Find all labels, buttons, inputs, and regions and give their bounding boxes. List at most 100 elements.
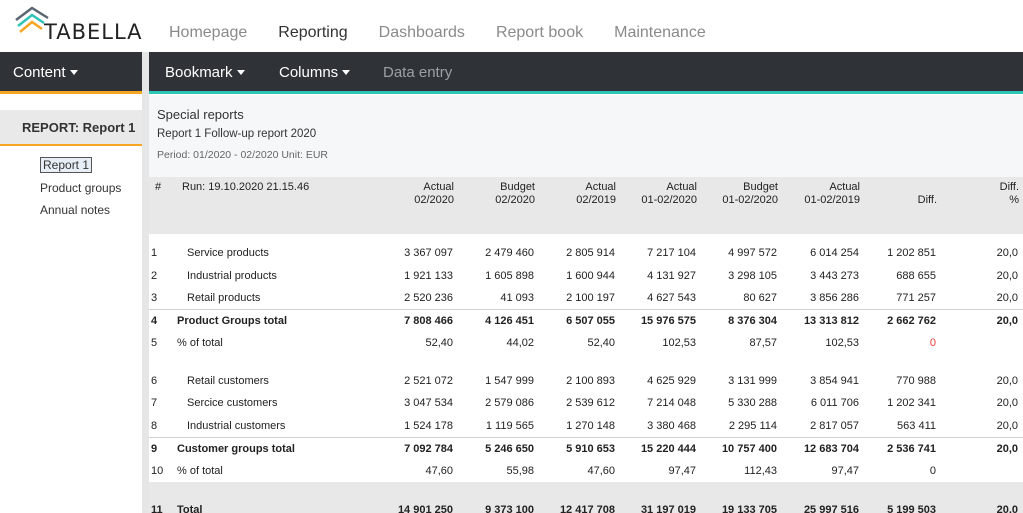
chevron-down-icon	[69, 69, 78, 75]
cell-value: 55,98	[506, 464, 534, 477]
row-index: 2	[151, 269, 158, 282]
content-menu-button[interactable]: Content	[13, 64, 78, 81]
table-row[interactable]: 4 Product Groups total 7 808 466 4 126 451 6…	[149, 309, 1023, 332]
cell-value	[941, 332, 1023, 355]
cell-value: 44,02	[506, 337, 534, 350]
cell-value: 2 579 086	[485, 397, 534, 410]
cell-value: 4 126 451	[458, 309, 539, 332]
cell-value: 0	[929, 464, 936, 477]
header-col[interactable]: Budget 01-02/2020	[701, 177, 782, 234]
cell-value: 102,53	[662, 337, 696, 350]
columns-menu-button[interactable]: Columns	[279, 64, 351, 81]
link-report-1[interactable]: Report 1	[40, 157, 121, 181]
cell-value: 688 655	[896, 269, 936, 282]
cell-value: 2 539 612	[566, 397, 615, 410]
cell-value: 3 380 468	[647, 419, 696, 432]
cell-value: 3 856 286	[810, 292, 859, 304]
cell-value: 8 376 304	[701, 309, 782, 332]
cell-value: 97,47	[668, 464, 696, 477]
row-index: 9	[149, 436, 177, 460]
cell-value: 2 536 741	[864, 436, 941, 460]
header-col[interactable]: Actual 02/2020	[371, 177, 458, 234]
cell-value: 2 521 072	[404, 374, 453, 387]
columns-label: Columns	[279, 64, 339, 81]
cell-value: 15 976 575	[620, 309, 701, 332]
cell-value: 19 133 705	[701, 482, 782, 513]
row-label: Product Groups total	[177, 309, 371, 332]
cell-value: 80 627	[743, 292, 777, 304]
table-row[interactable]: 2 Industrial products 1 921 133 1 605 898 1 …	[149, 265, 1023, 288]
cell-value: 1 600 944	[566, 269, 615, 282]
top-navigation: Homepage Reporting Dashboards Report boo…	[169, 24, 737, 42]
table-row[interactable]: 6 Retail customers 2 521 072 1 547 999 2 100…	[149, 370, 1023, 393]
cell-value: 47,60	[425, 464, 453, 477]
cell-value: 41 093	[500, 292, 534, 304]
table-row[interactable]: 5 % of total 52,40 44,02 52,40 102,53 87,57 102…	[149, 332, 1023, 355]
table-row[interactable]: 11 Total 14 901 250 9 373 100 12 417 708 31 1…	[149, 482, 1023, 513]
bookmark-menu-button[interactable]: Bookmark	[165, 64, 245, 81]
logo-text: TABELLA	[44, 20, 143, 44]
cell-value: 13 313 812	[782, 309, 864, 332]
cell-value: 52,40	[587, 337, 615, 350]
cell-value: 97,47	[831, 464, 859, 477]
row-label: Service products	[187, 247, 269, 260]
cell-value: 1 524 178	[404, 419, 453, 432]
report-subtitle: Report 1 Follow-up report 2020	[157, 128, 317, 140]
chevron-down-icon	[236, 69, 245, 75]
tabella-logo[interactable]	[14, 6, 149, 46]
report-period: Period: 01/2020 - 02/2020 Unit: EUR	[157, 149, 329, 161]
row-index: 11	[149, 482, 177, 513]
cell-value: 5 199 503	[864, 482, 941, 513]
spacer-row	[149, 234, 1023, 242]
cell-value: 2 817 057	[810, 419, 859, 432]
nav-homepage[interactable]: Homepage	[169, 24, 248, 41]
table-row[interactable]: 1 Service products 3 367 097 2 479 460 2 805…	[149, 242, 1023, 265]
logo-icon	[15, 6, 49, 33]
report-title: REPORT: Report 1	[22, 120, 136, 135]
nav-reporting[interactable]: Reporting	[278, 24, 348, 41]
header-col-diff-pct[interactable]: Diff.%	[941, 177, 1023, 234]
cell-value: 3 131 999	[728, 374, 777, 387]
cell-value: 7 217 104	[647, 247, 696, 260]
table-row[interactable]: 9 Customer groups total 7 092 784 5 246 650…	[149, 436, 1023, 460]
report-table: # Run: 19.10.2020 21.15.46 Actual 02/2020…	[149, 177, 1023, 513]
report-table-wrapper[interactable]: # Run: 19.10.2020 21.15.46 Actual 02/2020…	[149, 177, 1023, 513]
cell-value: 771 257	[896, 292, 936, 304]
table-row[interactable]: 3 Retail products 2 520 236 41 093 2 100 197…	[149, 287, 1023, 310]
header-col[interactable]: Actual 01-02/2020	[620, 177, 701, 234]
nav-maintenance[interactable]: Maintenance	[614, 24, 706, 41]
panel-divider[interactable]	[142, 52, 149, 513]
cell-value: 20,0	[996, 397, 1018, 410]
cell-value: 2 520 236	[404, 292, 453, 304]
header-run: Run: 19.10.2020 21.15.46	[177, 177, 371, 234]
header-hash: #	[149, 177, 177, 234]
data-entry-button[interactable]: Data entry	[383, 64, 452, 81]
cell-value: 20,0	[996, 292, 1018, 304]
link-product-groups[interactable]: Product groups	[40, 180, 122, 195]
row-label: % of total	[177, 337, 223, 350]
cell-value: 20,0	[941, 436, 1023, 460]
left-panel: REPORT: Report 1 Report 1 Product groups…	[0, 95, 142, 513]
header-col[interactable]: Actual 02/2019	[539, 177, 620, 234]
nav-report-book[interactable]: Report book	[495, 24, 584, 41]
nav-dashboards[interactable]: Dashboards	[378, 24, 465, 41]
row-label: Industrial products	[187, 269, 277, 282]
spacer-row	[149, 355, 1023, 370]
cell-value: 3 298 105	[728, 269, 777, 282]
header-col[interactable]: Actual 01-02/2019	[782, 177, 864, 234]
table-row[interactable]: 8 Industrial customers 1 524 178 1 119 565 1…	[149, 415, 1023, 438]
cell-value: 7 808 466	[371, 309, 458, 332]
cell-value: 20,0	[941, 482, 1023, 513]
table-row[interactable]: 10 % of total 47,60 55,98 47,60 97,47 112,43 97…	[149, 460, 1023, 483]
header-col-diff[interactable]: Diff.	[864, 177, 941, 234]
cell-value: 20,0	[941, 309, 1023, 332]
table-row[interactable]: 7 Sercice customers 3 047 534 2 579 086 2 53…	[149, 392, 1023, 415]
cell-value: 2 100 197	[566, 292, 615, 304]
table-header-row: # Run: 19.10.2020 21.15.46 Actual 02/2020…	[149, 177, 1023, 234]
link-annual-notes[interactable]: Annual notes	[40, 203, 111, 217]
row-index: 5	[151, 337, 158, 350]
cell-value: 2 100 893	[566, 374, 615, 387]
row-index: 4	[149, 309, 177, 332]
cell-value: 6 014 254	[810, 247, 859, 260]
header-col[interactable]: Budget 02/2020	[458, 177, 539, 234]
